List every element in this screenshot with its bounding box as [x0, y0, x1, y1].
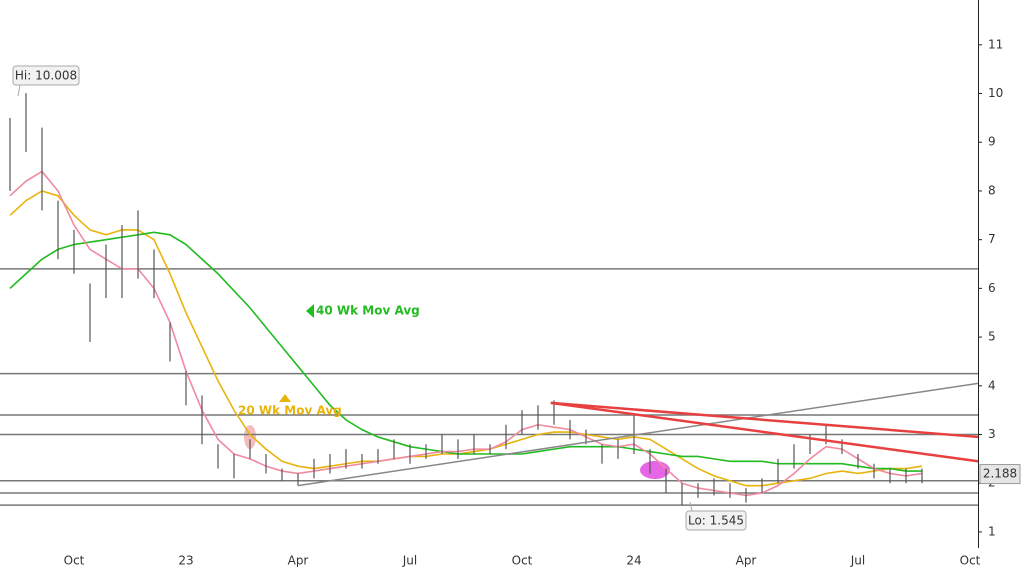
marker: [306, 304, 314, 318]
y-tick-label: 5: [988, 330, 996, 344]
x-tick-label: Jul: [850, 554, 865, 568]
lo-label: Lo: 1.545: [688, 514, 744, 528]
y-tick-label: 10: [988, 86, 1003, 100]
hi-label: Hi: 10.008: [15, 69, 77, 83]
ma-label: 20 Wk Mov Avg: [238, 404, 342, 418]
trend-line: [297, 382, 979, 487]
y-tick-label: 3: [988, 427, 996, 441]
moving-average: [9, 170, 923, 497]
x-tick-label: Oct: [960, 554, 981, 568]
trend-line: [550, 401, 979, 463]
last-price-box: [979, 464, 1021, 485]
ma-label: 40 Wk Mov Avg: [316, 304, 420, 318]
y-tick-label: 4: [988, 378, 996, 392]
trend-line: [550, 401, 979, 439]
y-tick-label: 7: [988, 232, 996, 246]
moving-average: [9, 190, 923, 487]
x-tick-label: Oct: [64, 554, 85, 568]
y-tick-label: 6: [988, 281, 996, 295]
y-tick-label: 9: [988, 135, 996, 149]
marker: [279, 394, 291, 402]
plot: 1234567891011Oct23AprJulOct24AprJulOct: [0, 37, 1003, 568]
y-tick-label: 11: [988, 37, 1003, 51]
x-tick-label: 23: [178, 554, 193, 568]
lo-callout: Lo: 1.545: [685, 501, 747, 531]
moving-average: [9, 231, 922, 472]
x-tick-label: Oct: [512, 554, 533, 568]
x-tick-label: Jul: [402, 554, 417, 568]
last-price: 2.188: [983, 467, 1017, 481]
x-tick-label: Apr: [288, 554, 309, 568]
hi-callout: Hi: 10.008: [12, 65, 80, 97]
x-tick-label: 24: [626, 554, 641, 568]
x-tick-label: Apr: [736, 554, 757, 568]
y-tick-label: 1: [988, 524, 996, 538]
y-tick-label: 8: [988, 183, 996, 197]
